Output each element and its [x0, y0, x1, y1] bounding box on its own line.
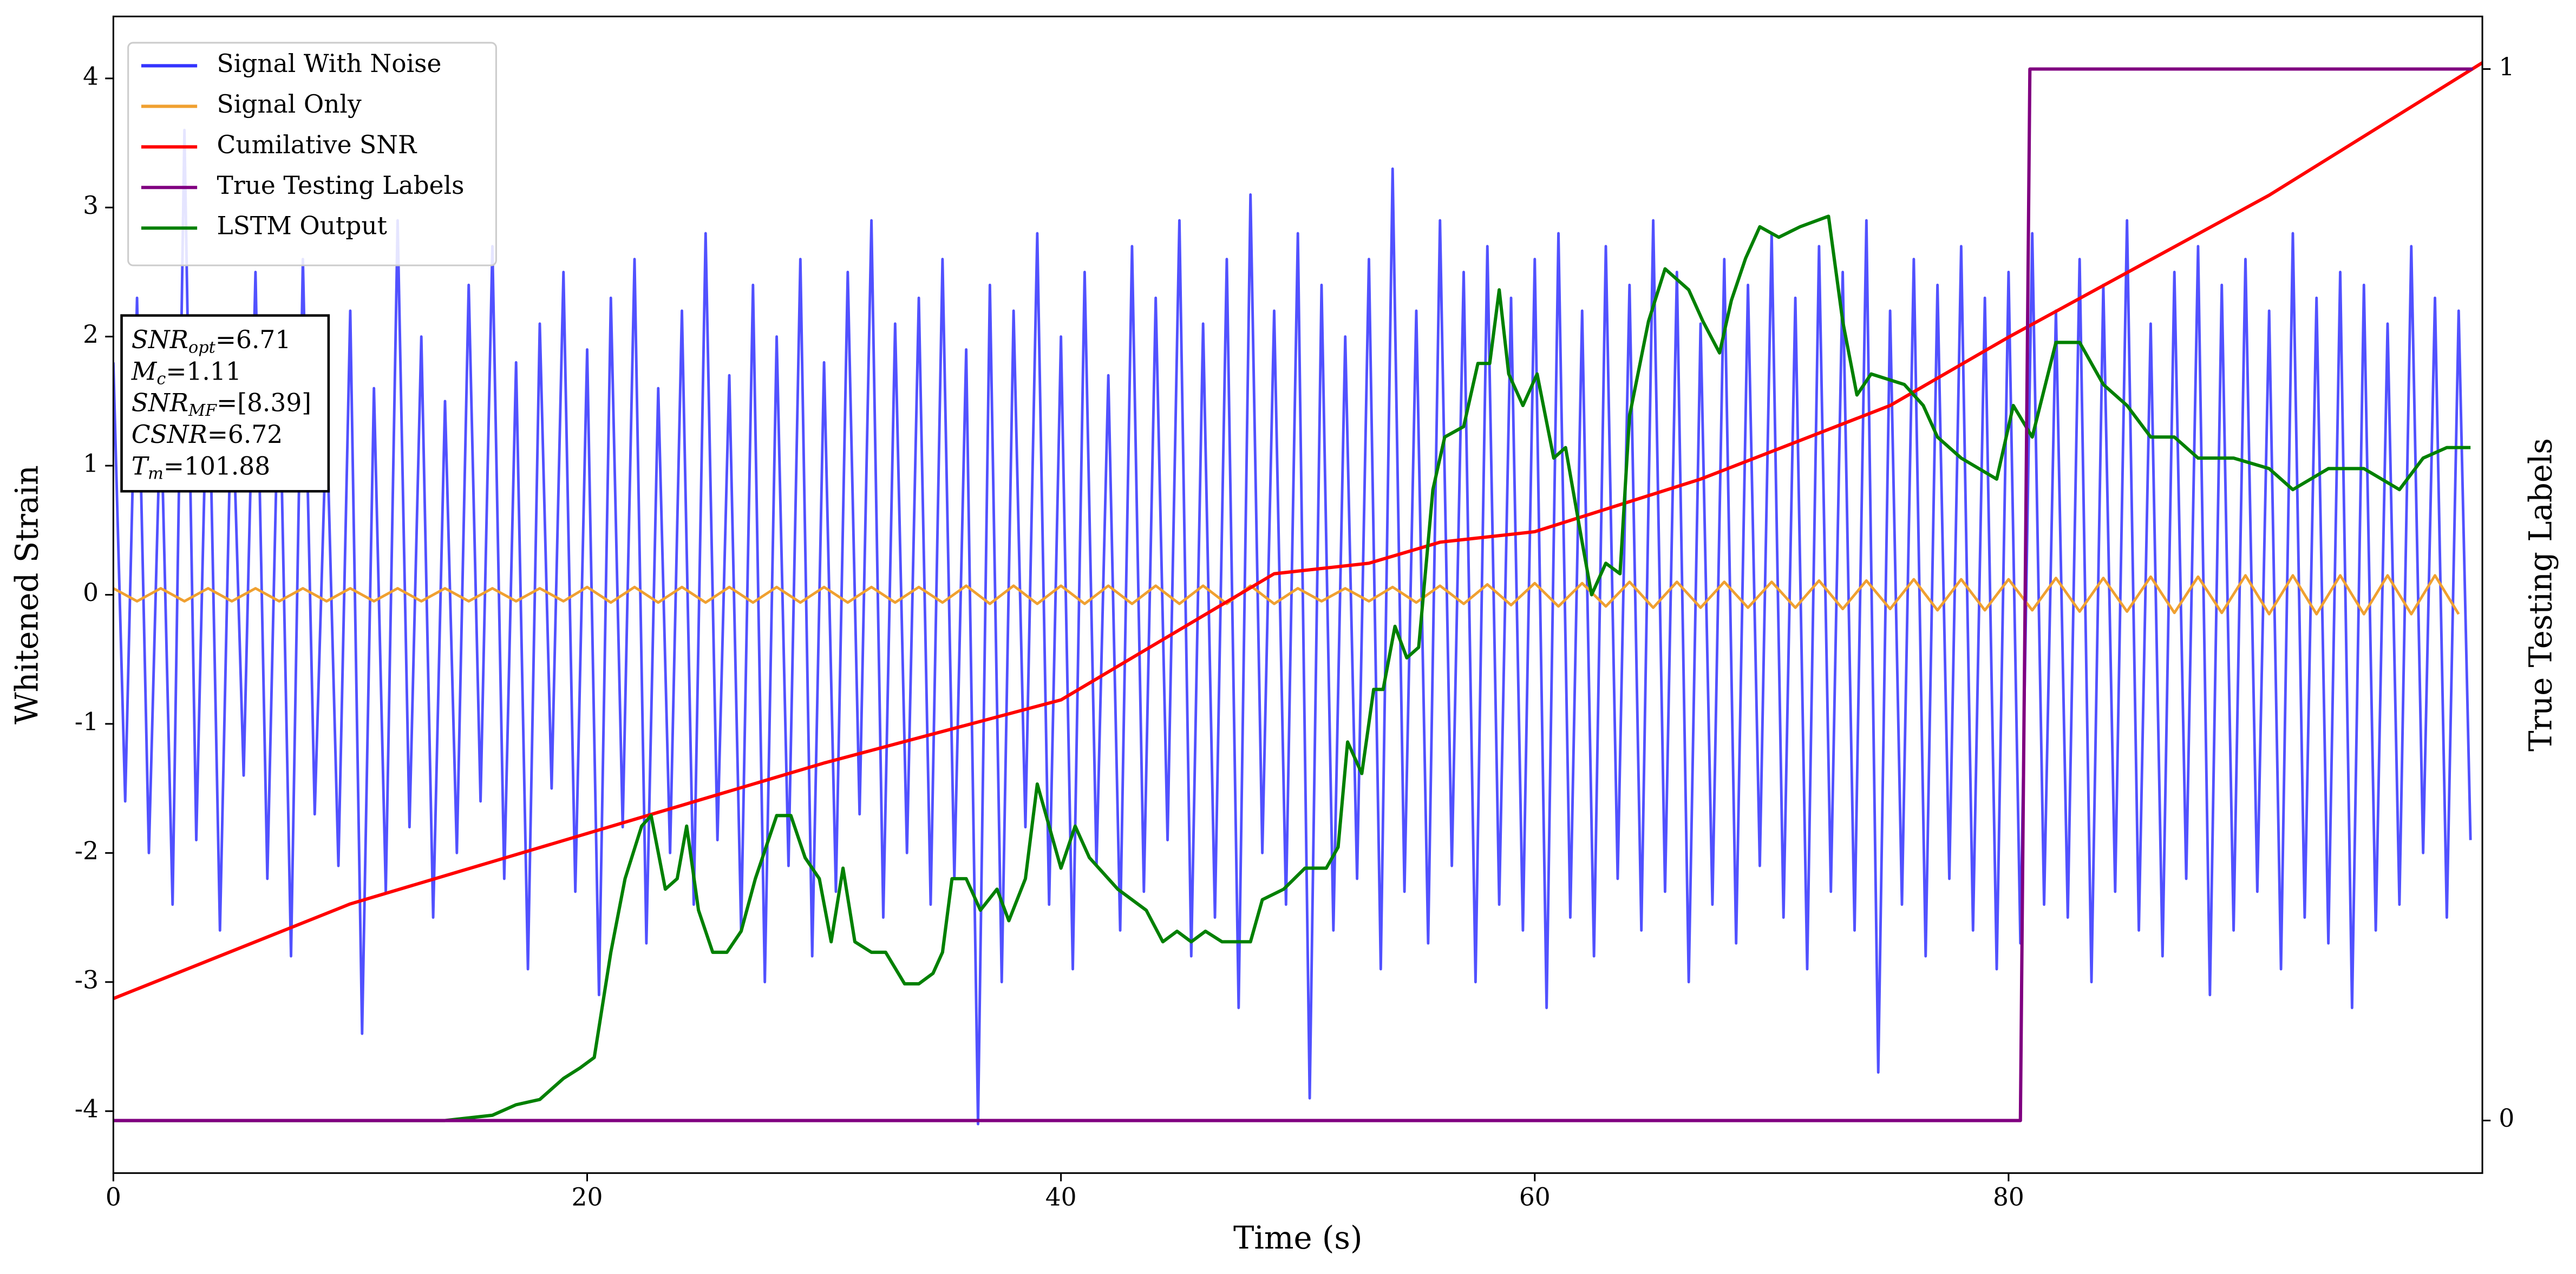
series-line — [113, 214, 2471, 1122]
y2-tick-label: 1 — [2499, 53, 2514, 81]
annotation-line: Tm=101.88 — [132, 452, 270, 484]
annotation-line: SNRopt=6.71 — [132, 325, 291, 357]
annotation-line: Mc=1.11 — [131, 357, 241, 389]
annotation-value: =6.72 — [207, 420, 283, 448]
annotation-var: T — [132, 452, 150, 480]
y-tick-label: 3 — [83, 191, 99, 220]
series-line — [113, 128, 2472, 1126]
x-tick-label: 0 — [106, 1183, 121, 1212]
annotation-value: =[8.39] — [217, 388, 311, 417]
annotation-var: SNR — [132, 325, 188, 354]
annotation-sub: MF — [188, 401, 217, 420]
y2-axis-label: True Testing Labels — [2522, 438, 2559, 752]
series-line — [113, 574, 2460, 616]
annotation-value: =101.88 — [164, 452, 270, 480]
legend-label: Signal With Noise — [217, 49, 442, 78]
annotation-var: CSNR — [132, 420, 207, 448]
legend-label: Signal Only — [217, 90, 362, 119]
x-tick-label: 60 — [1519, 1183, 1551, 1212]
legend-label: LSTM Output — [217, 212, 387, 240]
y-tick-label: -1 — [75, 707, 99, 736]
y2-tick-label: 0 — [2499, 1104, 2514, 1133]
y-tick-label: -3 — [75, 965, 99, 994]
x-axis-label: Time (s) — [1233, 1219, 1363, 1256]
annotation-sub: m — [148, 464, 164, 483]
series-line — [113, 67, 2473, 1122]
annotation-sub: opt — [188, 338, 216, 357]
annotation-value: =6.71 — [215, 325, 291, 354]
legend-box — [127, 42, 497, 266]
series-line — [113, 61, 2483, 1001]
y-tick-label: 4 — [83, 62, 99, 90]
annotation-box — [120, 314, 330, 493]
y-tick-label: 1 — [83, 449, 99, 478]
annotation-sub: c — [156, 370, 166, 389]
annotation-line: SNRMF=[8.39] — [132, 388, 311, 420]
x-tick-label: 20 — [572, 1183, 603, 1212]
y-tick-label: -2 — [75, 837, 99, 865]
y-tick-label: -4 — [75, 1095, 99, 1123]
annotation-value: =1.11 — [166, 357, 241, 386]
x-tick-label: 40 — [1045, 1183, 1077, 1212]
annotation-var: M — [131, 357, 158, 386]
y-tick-label: 0 — [83, 578, 99, 607]
x-tick-label: 80 — [1993, 1183, 2024, 1212]
y-tick-label: 2 — [83, 320, 99, 349]
annotation-line: CSNR=6.72 — [132, 420, 283, 448]
legend-label: Cumilative SNR — [217, 130, 417, 159]
legend-label: True Testing Labels — [217, 171, 465, 200]
y-axis-label: Whitened Strain — [9, 465, 45, 724]
annotation-var: SNR — [132, 388, 188, 417]
